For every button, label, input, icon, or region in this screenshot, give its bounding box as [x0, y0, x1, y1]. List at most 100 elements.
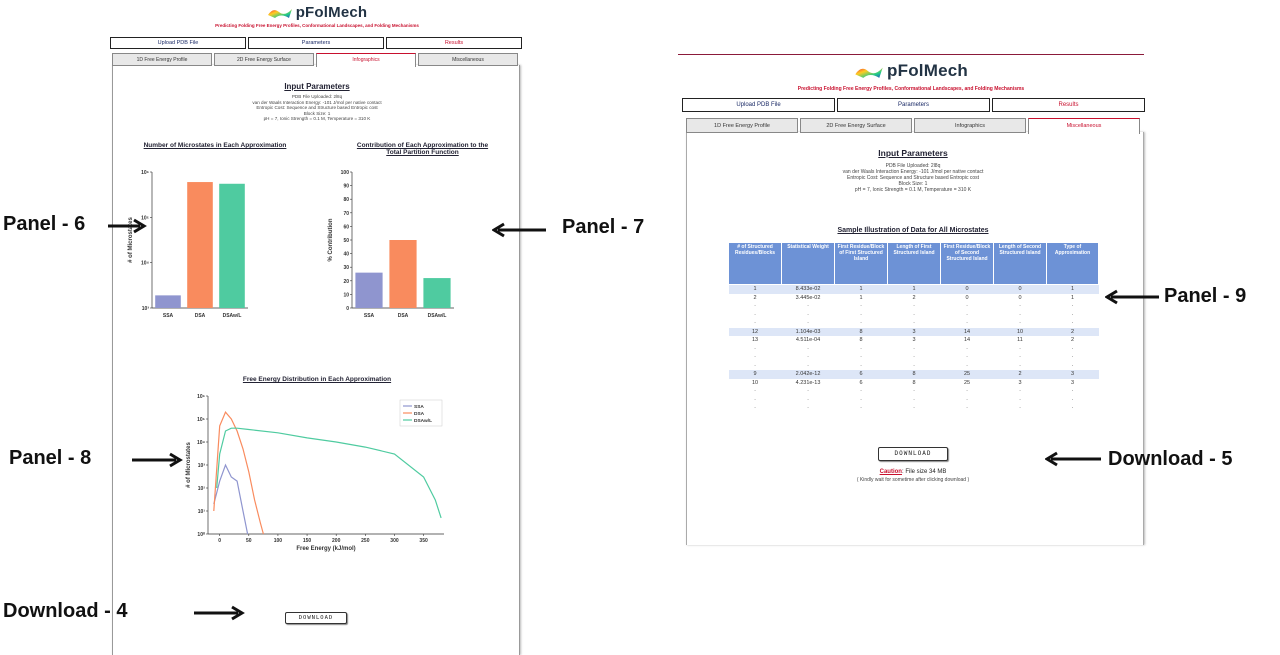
input-params-heading: Input Parameters [284, 82, 350, 91]
fe-chart-title: Free Energy Distribution in Each Approxi… [242, 376, 392, 383]
table-cell: 25 [963, 379, 971, 386]
tab-miscellaneous[interactable]: Miscellaneous [418, 53, 518, 66]
caution-label: Caution [879, 469, 902, 475]
table-cell: · [754, 354, 756, 361]
col-header: Type of Approximation [1046, 242, 1099, 285]
download-button-infographics[interactable]: DOWNLOAD [285, 612, 347, 624]
arrow-left-icon [492, 222, 546, 238]
table-title: Sample Illustration of Data for All Micr… [837, 227, 989, 234]
table-cell: · [913, 303, 915, 310]
y-tick-label: 0 [346, 306, 349, 312]
arrow-right-icon [132, 452, 183, 468]
bar-ssa [155, 295, 181, 308]
microstates-data-table: # of Structured Residues/Blocks Statisti… [728, 242, 1099, 413]
table-cell: 4.231e-13 [795, 379, 821, 386]
tab-2d-surface[interactable]: 2D Free Energy Surface [800, 118, 912, 133]
tab-2d-surface[interactable]: 2D Free Energy Surface [214, 53, 314, 66]
y-tick-label: 10⁵ [141, 215, 150, 221]
table-cell: · [860, 396, 862, 403]
app-subtitle: Predicting Folding Free Energy Profiles,… [797, 86, 1025, 92]
table-cell: · [1071, 396, 1074, 403]
table-cell: · [807, 320, 809, 327]
results-tabs: 1D Free Energy Profile 2D Free Energy Su… [686, 118, 1142, 134]
table-cell: · [754, 345, 756, 352]
table-cell: · [1019, 303, 1021, 310]
x-tick-label: 50 [246, 538, 252, 544]
table-cell: · [1071, 405, 1074, 412]
table-cell: · [1019, 354, 1021, 361]
param-line: PDB File Uploaded: 2l8q [291, 94, 343, 99]
table-cell: · [913, 388, 915, 395]
table-cell: · [754, 320, 756, 327]
table-row: 12 1.104e-03 8 3 14 10 2 [728, 327, 1099, 336]
table-cell: 14 [940, 327, 994, 336]
table-cell: 1 [1070, 294, 1075, 301]
table-cell: 3 [887, 327, 941, 336]
y-tick-label: 10⁰ [197, 532, 205, 538]
table-cell: · [807, 303, 809, 310]
table-row: · · · · · · · [729, 362, 1099, 371]
nav-upload[interactable]: Upload PDB File [110, 37, 246, 49]
left-screenshot: pFolMech Predicting Folding Free Energy … [110, 0, 524, 655]
table-cell: 10 [751, 379, 759, 386]
contribution-title-line1: Contribution of Each Approximation to th… [356, 142, 489, 149]
nav-parameters[interactable]: Parameters [837, 98, 990, 112]
right-screenshot: pFolMech Predicting Folding Free Energy … [678, 55, 1158, 545]
table-cell: · [1019, 311, 1021, 318]
main-nav: Upload PDB File Parameters Results [682, 98, 1147, 112]
table-row: 1 8.433e-02 1 1 0 0 1 [728, 284, 1099, 294]
caution-note: ( Kindly wait for sometime after clickin… [856, 477, 970, 483]
y-tick-label: 80 [343, 197, 349, 203]
tab-1d-profile[interactable]: 1D Free Energy Profile [112, 53, 212, 66]
table-row: · · · · · · · [729, 396, 1099, 405]
table-cell: · [966, 405, 968, 412]
param-line: pH = 7, Ionic Strength = 0.1 M, Temperat… [263, 116, 371, 122]
y-tick-label: 10³ [142, 306, 150, 312]
param-line: van der Waals Interaction Energy: -101 J… [842, 169, 984, 176]
table-row: · · · · · · · [729, 345, 1099, 354]
table-cell: 25 [940, 370, 994, 379]
table-cell: · [807, 396, 809, 403]
param-line: Entropic Cost: Sequence and Structure ba… [256, 105, 378, 111]
y-tick-label: 40 [343, 252, 349, 258]
microstates-bar-chart: 10³ 10⁴ 10⁵ 10⁶ SSA DSA DSAw/L # of Microstates [128, 170, 248, 319]
table-header-row: # of Structured Residues/Blocks Statisti… [728, 242, 1099, 285]
table-cell: · [913, 405, 915, 412]
table-row: · · · · · · · [729, 319, 1099, 328]
nav-results[interactable]: Results [386, 37, 522, 49]
col-header: Length of Second Structured Island [993, 242, 1047, 285]
tab-miscellaneous[interactable]: Miscellaneous [1028, 118, 1140, 134]
table-cell: 1 [859, 294, 863, 301]
nav-upload[interactable]: Upload PDB File [682, 98, 835, 112]
table-cell: · [913, 396, 915, 403]
y-tick-label: 10¹ [198, 509, 206, 515]
x-tick-label: 100 [274, 538, 283, 544]
microstates-chart-title: Number of Microstates in Each Approximat… [143, 142, 287, 149]
table-cell: 13 [751, 337, 759, 344]
table-cell: 12 [728, 327, 782, 336]
nav-parameters[interactable]: Parameters [248, 37, 384, 49]
download-button-miscellaneous[interactable]: DOWNLOAD [878, 447, 948, 461]
table-cell: · [807, 354, 809, 361]
table-cell: 10 [993, 327, 1047, 336]
table-row: · · · · · · · [729, 302, 1099, 311]
table-cell: 3 [1070, 379, 1075, 386]
table-cell: 9 [728, 370, 782, 379]
series-line-dsawl [216, 427, 442, 519]
nav-results[interactable]: Results [992, 98, 1145, 112]
table-cell: 0 [1018, 294, 1022, 301]
arrow-right-icon [194, 605, 245, 621]
table-cell: · [1019, 345, 1021, 352]
table-cell: 3 [1046, 370, 1099, 379]
col-header: Length of First Structured Island [887, 242, 941, 285]
table-cell: · [1019, 320, 1021, 327]
tab-1d-profile[interactable]: 1D Free Energy Profile [686, 118, 798, 133]
table-cell: · [860, 388, 862, 395]
y-tick-label: 30 [343, 265, 349, 271]
logo-text: pFolMech [295, 3, 368, 21]
tab-infographics[interactable]: Infographics [914, 118, 1026, 133]
nav-results-label: Results [444, 40, 464, 46]
table-cell: · [966, 362, 968, 369]
annotation-download-4: Download - 4 [3, 600, 128, 622]
tab-infographics[interactable]: Infographics [316, 53, 416, 67]
